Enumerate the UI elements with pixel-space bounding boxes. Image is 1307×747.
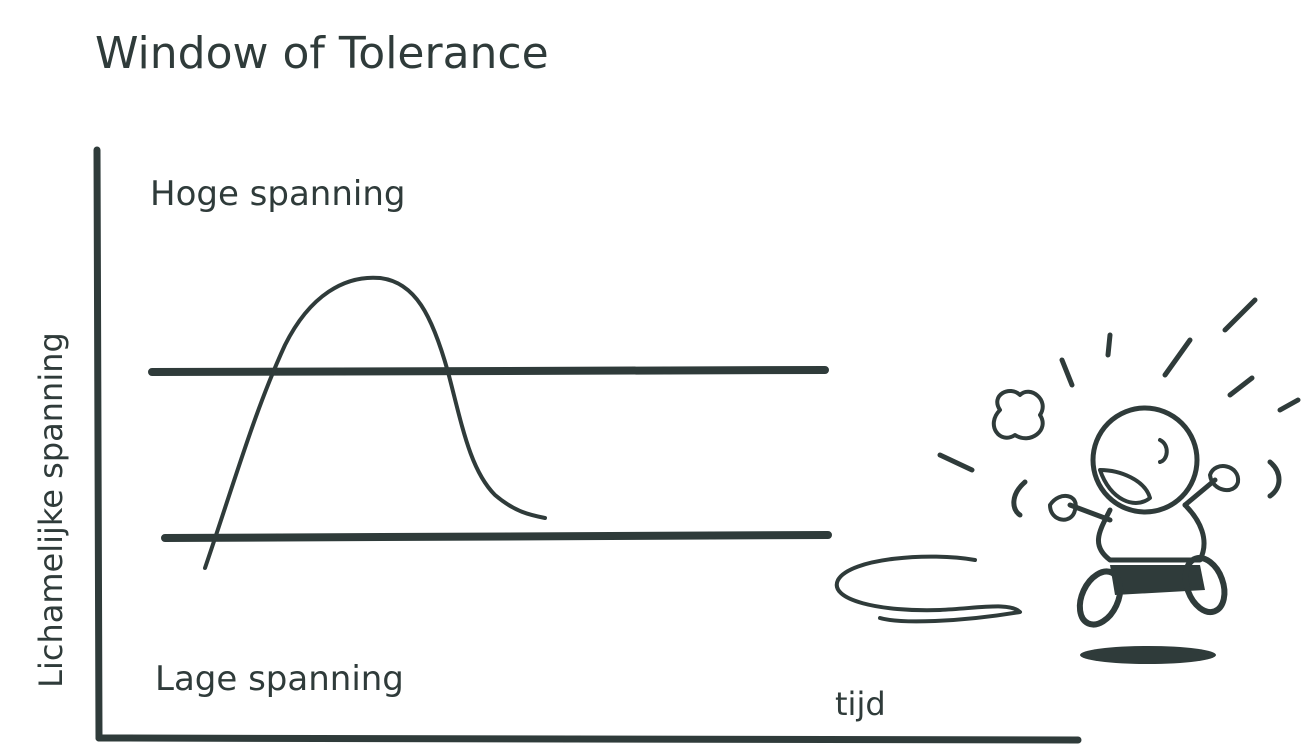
x-axis	[95, 734, 1082, 744]
upper-bound	[148, 366, 829, 376]
y-axis	[93, 146, 103, 742]
lower-bound	[161, 531, 832, 542]
y-axis-label: Lichamelijke spanning	[32, 332, 70, 688]
x-axis-label: tijd	[835, 685, 886, 723]
high-label: Hoge spanning	[150, 174, 405, 214]
title: Window of Tolerance	[95, 28, 549, 79]
tension-curve	[203, 275, 547, 570]
panicking-figure	[937, 297, 1301, 664]
low-label: Lage spanning	[155, 659, 404, 699]
dust-cloud	[834, 554, 1022, 624]
